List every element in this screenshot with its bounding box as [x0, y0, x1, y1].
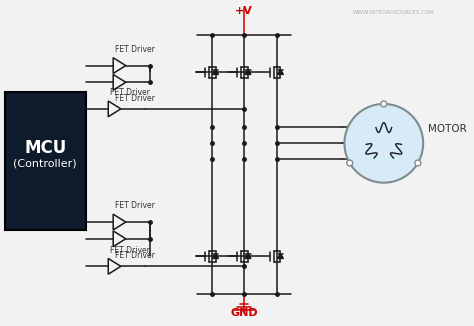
Polygon shape	[212, 69, 219, 74]
Text: GND: GND	[230, 308, 258, 319]
Polygon shape	[212, 254, 219, 259]
Circle shape	[345, 104, 423, 183]
Circle shape	[347, 160, 353, 166]
Polygon shape	[245, 254, 251, 259]
Bar	[5, 92, 86, 230]
Text: +V: +V	[235, 6, 253, 16]
Polygon shape	[277, 69, 283, 74]
Text: FET Driver: FET Driver	[115, 94, 155, 103]
Text: FET Driver: FET Driver	[110, 245, 150, 255]
Text: (Controller): (Controller)	[13, 159, 77, 169]
Polygon shape	[245, 69, 251, 74]
Text: MCU: MCU	[24, 139, 66, 157]
Polygon shape	[277, 254, 283, 259]
Text: FET Driver: FET Driver	[110, 88, 150, 97]
Circle shape	[381, 101, 387, 107]
Text: FET Driver: FET Driver	[115, 251, 155, 259]
Text: WWW.INTEGRASOURCES.COM: WWW.INTEGRASOURCES.COM	[353, 10, 435, 15]
Text: FET Driver: FET Driver	[115, 201, 155, 210]
Circle shape	[415, 160, 421, 166]
Text: MOTOR: MOTOR	[428, 124, 467, 134]
Text: FET Driver: FET Driver	[115, 45, 155, 54]
